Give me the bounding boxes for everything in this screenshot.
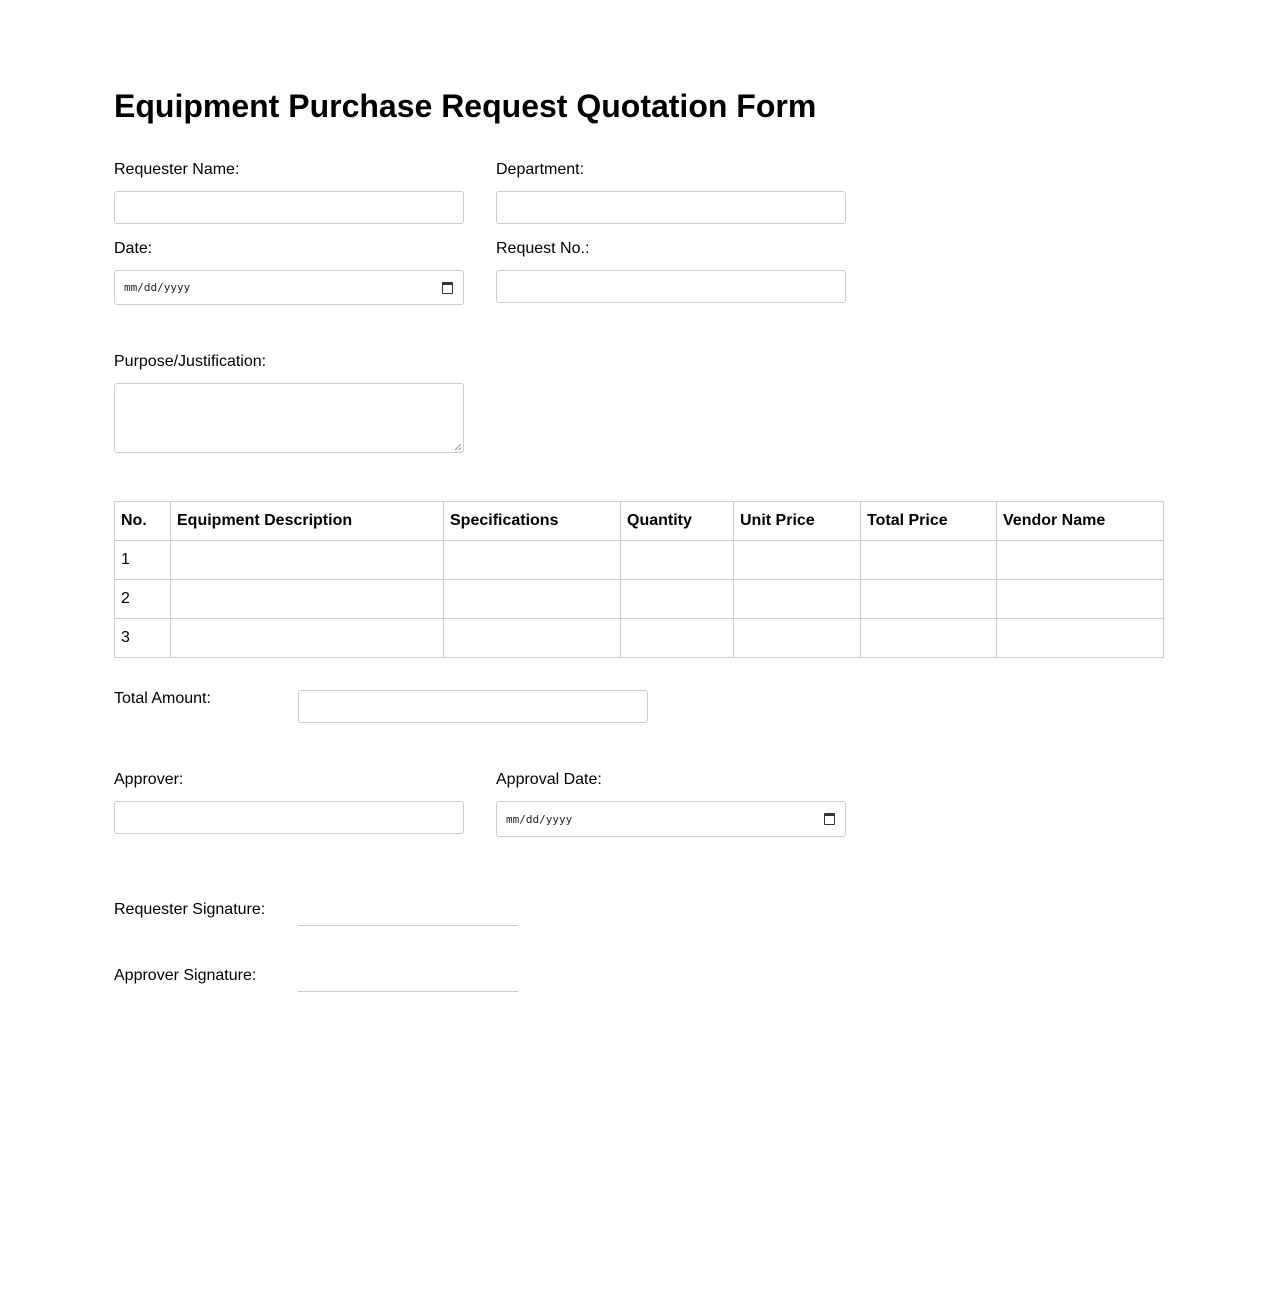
cell-description[interactable] bbox=[170, 618, 444, 658]
header-no: No. bbox=[114, 501, 171, 541]
header-description: Equipment Description bbox=[170, 501, 444, 541]
calendar-icon[interactable] bbox=[442, 281, 453, 294]
purpose-textarea[interactable] bbox=[114, 383, 464, 453]
request-no-label: Request No.: bbox=[496, 240, 590, 257]
cell-unit-price[interactable] bbox=[733, 618, 861, 658]
date-placeholder: mm/dd/yyyy bbox=[506, 812, 573, 826]
header-specifications: Specifications bbox=[443, 501, 621, 541]
cell-total-price[interactable] bbox=[860, 618, 997, 658]
cell-quantity[interactable] bbox=[620, 618, 734, 658]
header-quantity: Quantity bbox=[620, 501, 734, 541]
approval-date-input[interactable]: mm/dd/yyyy bbox=[496, 801, 846, 837]
cell-unit-price[interactable] bbox=[733, 579, 861, 619]
cell-description[interactable] bbox=[170, 579, 444, 619]
cell-specifications[interactable] bbox=[443, 618, 621, 658]
header-total-price: Total Price bbox=[860, 501, 997, 541]
department-label: Department: bbox=[496, 161, 585, 178]
purpose-label: Purpose/Justification: bbox=[114, 353, 267, 370]
cell-description[interactable] bbox=[170, 540, 444, 580]
date-placeholder: mm/dd/yyyy bbox=[124, 281, 191, 294]
cell-specifications[interactable] bbox=[443, 540, 621, 580]
cell-total-price[interactable] bbox=[860, 540, 997, 580]
cell-no: 3 bbox=[114, 618, 171, 658]
requester-name-input[interactable] bbox=[114, 191, 464, 224]
table-header-row: No. Equipment Description Specifications… bbox=[114, 501, 1164, 541]
approver-signature-line[interactable] bbox=[298, 991, 518, 992]
equipment-table: No. Equipment Description Specifications… bbox=[114, 501, 1164, 658]
requester-signature-line[interactable] bbox=[298, 925, 518, 926]
cell-no: 2 bbox=[114, 579, 171, 619]
approver-signature-label: Approver Signature: bbox=[114, 967, 257, 984]
table-row: 1 bbox=[114, 540, 1164, 580]
approver-label: Approver: bbox=[114, 771, 184, 788]
cell-quantity[interactable] bbox=[620, 579, 734, 619]
cell-specifications[interactable] bbox=[443, 579, 621, 619]
table-row: 2 bbox=[114, 579, 1164, 619]
request-no-input[interactable] bbox=[496, 270, 846, 303]
cell-total-price[interactable] bbox=[860, 579, 997, 619]
approver-input[interactable] bbox=[114, 801, 464, 834]
page-title: Equipment Purchase Request Quotation For… bbox=[114, 88, 817, 124]
cell-no: 1 bbox=[114, 540, 171, 580]
approval-date-label: Approval Date: bbox=[496, 771, 602, 788]
date-label: Date: bbox=[114, 240, 153, 257]
total-amount-label: Total Amount: bbox=[114, 690, 211, 707]
department-input[interactable] bbox=[496, 191, 846, 224]
cell-unit-price[interactable] bbox=[733, 540, 861, 580]
total-amount-input[interactable] bbox=[298, 690, 648, 723]
cell-vendor-name[interactable] bbox=[996, 540, 1164, 580]
cell-vendor-name[interactable] bbox=[996, 579, 1164, 619]
date-input[interactable]: mm/dd/yyyy bbox=[114, 270, 464, 305]
cell-quantity[interactable] bbox=[620, 540, 734, 580]
calendar-icon[interactable] bbox=[824, 813, 835, 825]
resize-handle-icon[interactable] bbox=[455, 444, 461, 450]
cell-vendor-name[interactable] bbox=[996, 618, 1164, 658]
requester-name-label: Requester Name: bbox=[114, 161, 240, 178]
header-unit-price: Unit Price bbox=[733, 501, 861, 541]
table-row: 3 bbox=[114, 618, 1164, 658]
header-vendor-name: Vendor Name bbox=[996, 501, 1164, 541]
requester-signature-label: Requester Signature: bbox=[114, 901, 266, 918]
